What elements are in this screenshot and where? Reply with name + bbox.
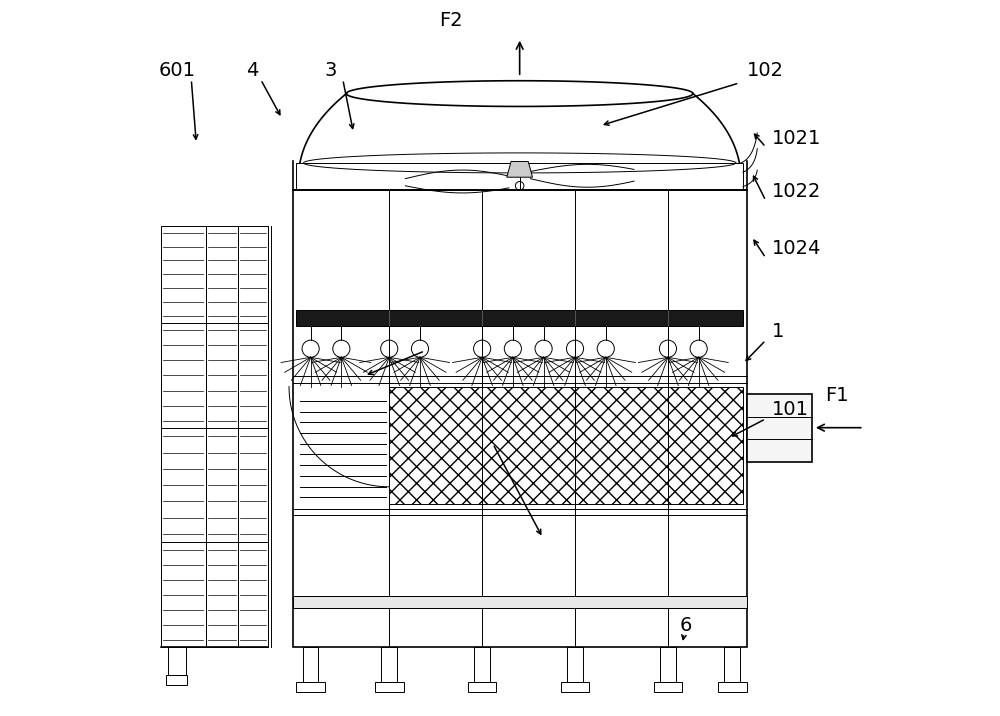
Text: 4: 4 [246, 61, 259, 79]
Bar [561, 682, 589, 692]
Text: 6: 6 [680, 616, 692, 635]
Text: F2: F2 [439, 11, 463, 29]
Bar [166, 674, 187, 684]
Bar [293, 596, 747, 608]
Bar [468, 682, 496, 692]
Text: 601: 601 [158, 61, 195, 79]
Text: 1022: 1022 [772, 182, 821, 201]
Bar [375, 682, 404, 692]
Bar [161, 226, 268, 647]
Text: 1021: 1021 [772, 129, 821, 147]
Text: 102: 102 [747, 61, 784, 79]
Bar [654, 682, 682, 692]
Bar [474, 647, 490, 682]
Text: 1024: 1024 [772, 239, 821, 258]
Bar [303, 647, 318, 682]
Bar [381, 647, 397, 682]
Polygon shape [507, 162, 533, 177]
Bar [660, 647, 676, 682]
Text: 1: 1 [772, 321, 784, 341]
Bar [296, 163, 743, 190]
Bar [567, 647, 583, 682]
Text: 3: 3 [325, 61, 337, 79]
Text: F1: F1 [825, 386, 849, 405]
Text: 101: 101 [772, 400, 809, 419]
Bar [724, 647, 740, 682]
Bar [718, 682, 747, 692]
Bar [296, 310, 743, 326]
Bar [389, 387, 743, 505]
Bar [293, 190, 747, 647]
Bar [168, 647, 186, 674]
Bar [296, 682, 325, 692]
Bar [747, 394, 812, 462]
